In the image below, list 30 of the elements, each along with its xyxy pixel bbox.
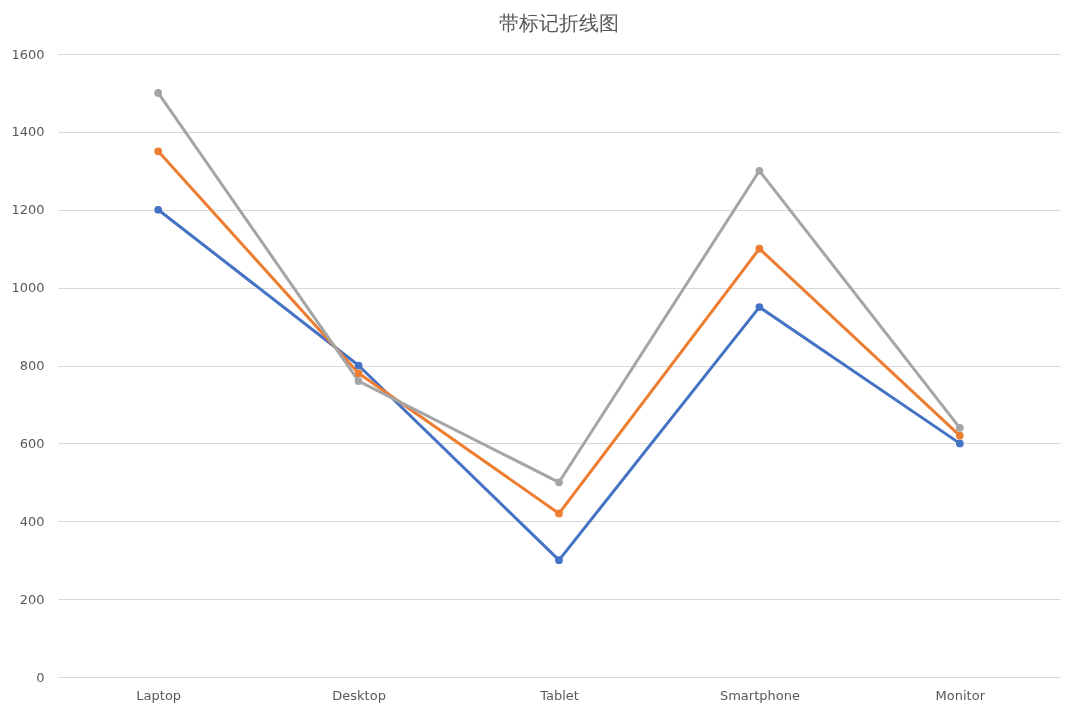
point <box>555 556 563 565</box>
y-tick-label: 800 <box>19 358 45 373</box>
point <box>555 478 563 487</box>
point <box>154 147 163 156</box>
y-tick-label: 0 <box>36 669 45 685</box>
point <box>955 423 964 432</box>
point <box>154 205 163 214</box>
y-tick-label: 1600 <box>11 46 45 62</box>
y-tick-label: 1000 <box>11 280 45 296</box>
x-tick-label: Tablet <box>539 687 579 703</box>
x-tick-label: Smartphone <box>719 687 800 703</box>
point <box>755 303 764 311</box>
y-tick-label: 400 <box>19 513 45 529</box>
point <box>955 431 964 440</box>
y-tick-label: 1200 <box>11 202 45 218</box>
point <box>354 361 363 370</box>
point <box>755 166 764 175</box>
point <box>555 509 563 518</box>
chart-title: 带标记折线图 <box>499 11 619 35</box>
point <box>755 244 764 253</box>
x-tick-label: Laptop <box>136 687 182 703</box>
x-tick-label: Desktop <box>332 687 386 703</box>
point <box>354 369 363 378</box>
x-tick-label: Monitor <box>935 687 986 703</box>
point <box>154 89 163 97</box>
point <box>955 439 964 448</box>
y-tick-label: 1400 <box>11 124 45 140</box>
y-tick-label: 200 <box>19 591 45 607</box>
point <box>354 377 363 385</box>
y-tick-label: 600 <box>19 435 45 451</box>
